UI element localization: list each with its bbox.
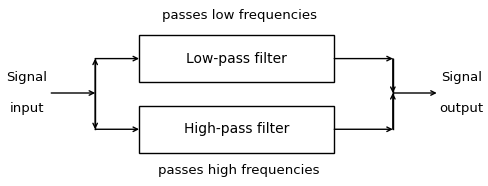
Text: output: output (439, 102, 483, 115)
Text: passes high frequencies: passes high frequencies (159, 164, 320, 177)
Text: High-pass filter: High-pass filter (184, 122, 289, 136)
Text: passes low frequencies: passes low frequencies (162, 9, 317, 22)
Text: Low-pass filter: Low-pass filter (186, 52, 287, 66)
Text: input: input (10, 102, 44, 115)
Bar (139, 106, 334, 153)
Bar (139, 35, 334, 82)
Text: Signal: Signal (441, 71, 482, 84)
Text: Signal: Signal (6, 71, 47, 84)
